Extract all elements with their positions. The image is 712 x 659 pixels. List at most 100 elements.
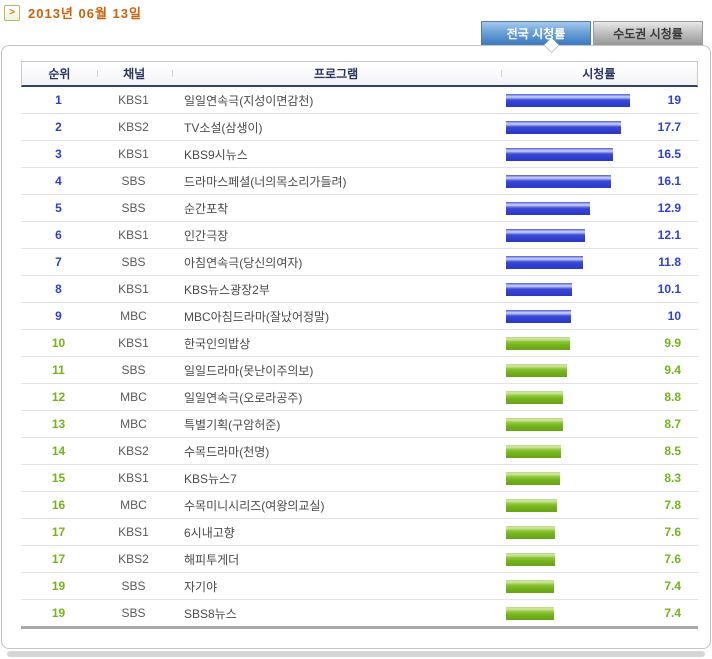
rating-cell: 11.8 [501, 255, 698, 269]
channel-cell: KBS1 [118, 228, 149, 242]
table-row: 15 KBS1 KBS뉴스7 8.3 [21, 465, 698, 492]
rating-bar [506, 282, 572, 296]
channel-cell: SBS [121, 579, 146, 593]
program-cell: 수목드라마(천명) [184, 444, 270, 459]
rank-cell: 8 [55, 282, 62, 296]
rating-bar [506, 606, 555, 620]
rank-cell: 19 [51, 606, 66, 620]
rating-value: 7.6 [664, 552, 681, 566]
rating-cell: 10.1 [501, 282, 698, 296]
table-row: 11 SBS 일일드라마(못난이주의보) 9.4 [21, 357, 698, 384]
bottom-shadow-strip [7, 651, 705, 657]
channel-cell: MBC [120, 309, 147, 323]
rating-bar [506, 390, 564, 404]
date-label: 2013년 06월 13일 [28, 6, 142, 21]
program-cell: 순간포착 [184, 201, 229, 216]
channel-cell: MBC [120, 498, 147, 512]
channel-cell: SBS [121, 363, 146, 377]
rank-cell: 10 [51, 336, 66, 350]
rating-bar [506, 309, 571, 323]
rating-cell: 12.9 [501, 201, 698, 215]
rating-bar [506, 552, 556, 566]
program-cell: 6시내고향 [184, 525, 235, 540]
table-row: 12 MBC 일일연속극(오로라공주) 8.8 [21, 384, 698, 411]
rating-value: 10 [667, 309, 681, 323]
rating-bar [506, 525, 556, 539]
program-cell: KBS9시뉴스 [184, 147, 248, 162]
rank-cell: 15 [51, 471, 66, 485]
table-row: 17 KBS2 해피투게더 7.6 [21, 546, 698, 573]
rating-cell: 16.1 [501, 174, 698, 188]
channel-cell: SBS [121, 174, 146, 188]
tab-capital-ratings[interactable]: 수도권 시청률 [593, 21, 703, 45]
rank-cell: 17 [51, 525, 66, 539]
channel-cell: KBS1 [118, 471, 149, 485]
channel-cell: KBS1 [118, 282, 149, 296]
table-body: 1 KBS1 일일연속극(지성이면감천) 19 2 KBS2 TV소설(삼생이)… [21, 87, 698, 627]
rating-bar [506, 120, 622, 134]
rating-bar [506, 174, 611, 188]
channel-cell: KBS1 [118, 525, 149, 539]
rating-bar [506, 336, 571, 350]
program-cell: KBS뉴스7 [184, 471, 237, 486]
rank-cell: 12 [51, 390, 66, 404]
rating-cell: 8.5 [501, 444, 698, 458]
rating-bar [506, 201, 590, 215]
rating-value: 7.4 [664, 579, 681, 593]
rank-cell: 17 [51, 552, 66, 566]
rating-bar [506, 255, 583, 269]
rating-cell: 8.8 [501, 390, 698, 404]
rating-value: 12.1 [657, 228, 681, 242]
rating-cell: 7.4 [501, 606, 698, 620]
rating-value: 12.9 [657, 201, 681, 215]
program-cell: 아침연속극(당신의여자) [184, 255, 303, 270]
rating-value: 7.6 [664, 525, 681, 539]
program-cell: 일일연속극(오로라공주) [184, 390, 303, 405]
ratings-table: 순위 채널 프로그램 시청률 1 KBS1 일일연속극(지성이면감천) 19 2… [21, 61, 698, 629]
table-row: 4 SBS 드라마스페셜(너의목소리가들려) 16.1 [21, 168, 698, 195]
rating-value: 11.8 [658, 255, 681, 269]
rating-value: 17.7 [657, 120, 681, 134]
header-channel: 채널 [96, 65, 172, 82]
table-row: 16 MBC 수목미니시리즈(여왕의교실) 7.8 [21, 492, 698, 519]
header-rank: 순위 [48, 67, 71, 81]
program-cell: 한국인의밥상 [184, 336, 251, 351]
channel-cell: SBS [121, 606, 146, 620]
rating-bar [506, 147, 614, 161]
table-row: 7 SBS 아침연속극(당신의여자) 11.8 [21, 249, 698, 276]
rating-cell: 8.7 [501, 417, 698, 431]
program-cell: MBC아침드라마(잘났어정말) [184, 309, 330, 324]
channel-cell: MBC [120, 390, 147, 404]
table-row: 3 KBS1 KBS9시뉴스 16.5 [21, 141, 698, 168]
rating-value: 7.8 [664, 498, 681, 512]
rating-value: 9.9 [664, 336, 681, 350]
table-row: 1 KBS1 일일연속극(지성이면감천) 19 [21, 87, 698, 114]
program-cell: 드라마스페셜(너의목소리가들려) [184, 174, 347, 189]
rating-cell: 8.3 [501, 471, 698, 485]
rating-cell: 7.6 [501, 525, 698, 539]
program-cell: 해피투게더 [184, 552, 240, 567]
program-cell: SBS8뉴스 [184, 606, 237, 621]
ratings-tabs: 전국 시청률 수도권 시청률 [481, 21, 703, 45]
rating-bar [506, 363, 568, 377]
table-row: 14 KBS2 수목드라마(천명) 8.5 [21, 438, 698, 465]
table-row: 17 KBS1 6시내고향 7.6 [21, 519, 698, 546]
program-cell: 일일연속극(지성이면감천) [184, 93, 314, 108]
tab-national-ratings[interactable]: 전국 시청률 [481, 21, 591, 45]
rating-cell: 16.5 [501, 147, 698, 161]
program-cell: 자기야 [184, 579, 218, 594]
program-cell: 특별기획(구암허준) [184, 417, 281, 432]
rank-cell: 5 [55, 201, 62, 215]
rank-cell: 9 [55, 309, 62, 323]
header-rating: 시청률 [500, 65, 697, 82]
rank-cell: 16 [51, 498, 66, 512]
rating-cell: 19 [501, 93, 698, 107]
program-cell: 인간극장 [184, 228, 229, 243]
channel-cell: KBS2 [118, 120, 149, 134]
date-nav: > 2013년 06월 13일 [4, 3, 142, 22]
rating-cell: 9.4 [501, 363, 698, 377]
rating-bar [506, 93, 630, 107]
rank-cell: 13 [51, 417, 66, 431]
ratings-panel: 순위 채널 프로그램 시청률 1 KBS1 일일연속극(지성이면감천) 19 2… [1, 45, 711, 649]
rating-value: 10.1 [657, 282, 681, 296]
